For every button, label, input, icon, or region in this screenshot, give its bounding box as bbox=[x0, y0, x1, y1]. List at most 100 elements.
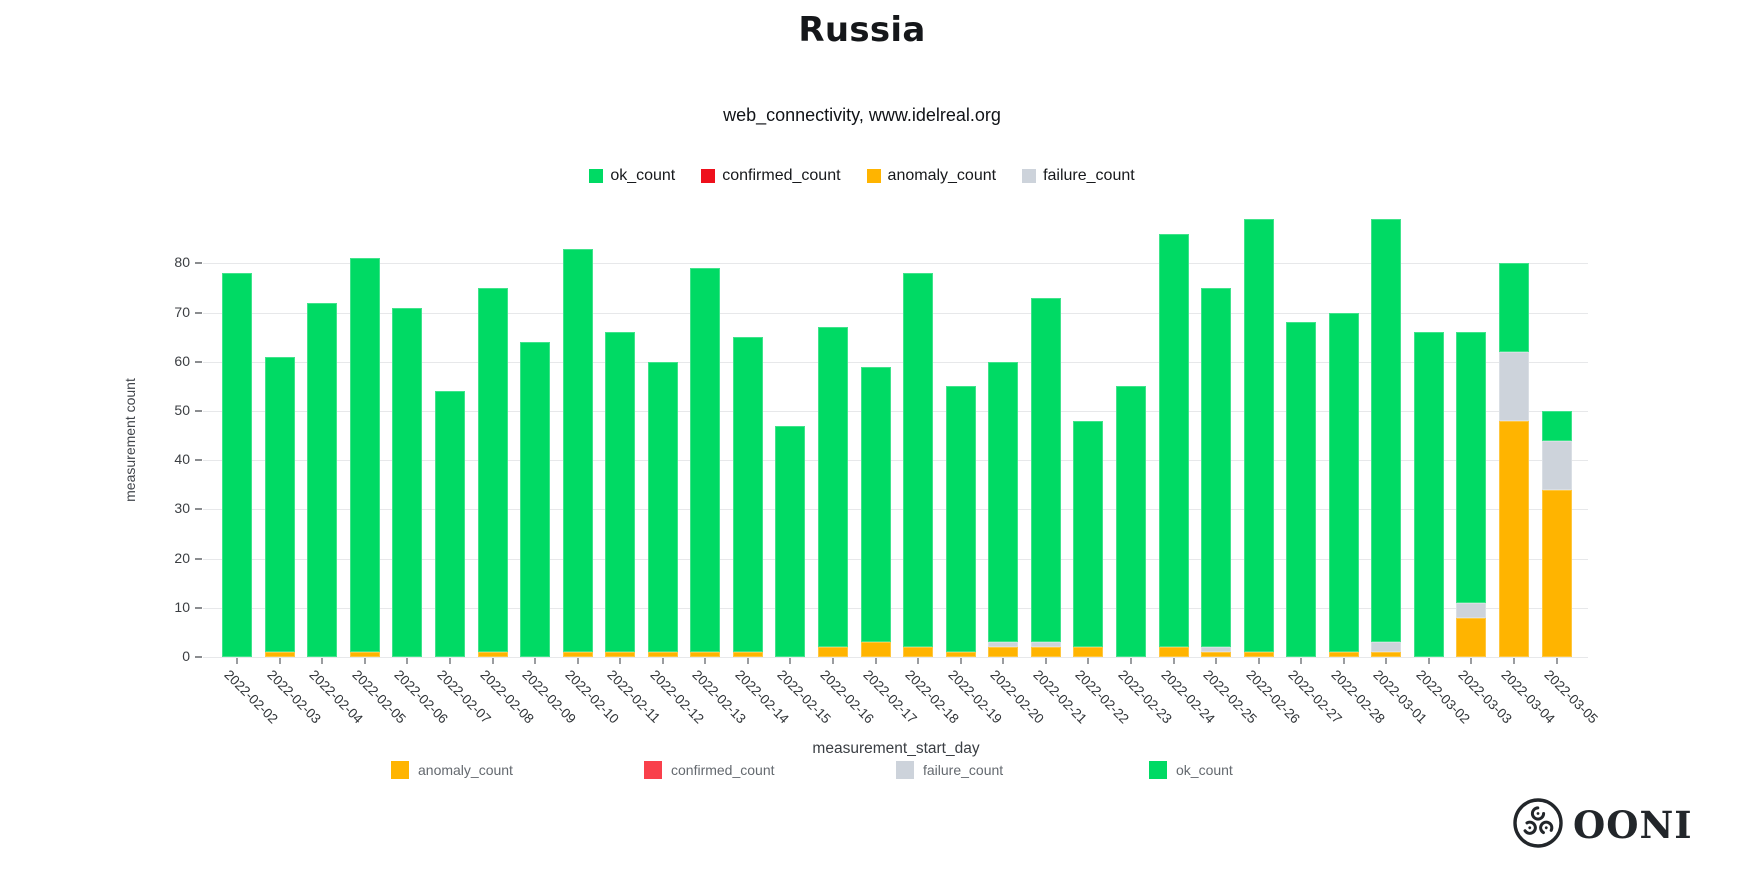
bar-segment[interactable] bbox=[903, 273, 934, 648]
bar-segment[interactable] bbox=[1158, 233, 1189, 648]
gridline bbox=[203, 657, 1588, 658]
x-axis-tick bbox=[1513, 658, 1515, 664]
x-axis-tick bbox=[1044, 658, 1047, 664]
legend-label: ok_count bbox=[610, 167, 676, 184]
bar-segment[interactable] bbox=[732, 337, 763, 653]
bar-segment[interactable] bbox=[605, 332, 636, 653]
bar-segment[interactable] bbox=[1371, 219, 1402, 643]
x-axis-tick bbox=[1385, 658, 1388, 664]
bar-segment[interactable] bbox=[562, 652, 593, 657]
bar-segment[interactable] bbox=[860, 366, 891, 643]
x-axis-tick bbox=[534, 658, 537, 664]
bar-segment[interactable] bbox=[520, 342, 551, 657]
bar-segment[interactable] bbox=[690, 652, 721, 657]
bar-segment[interactable] bbox=[1328, 312, 1359, 653]
bar-segment[interactable] bbox=[1456, 617, 1487, 657]
bottom-legend-item-anomaly-count: anomaly_count bbox=[391, 761, 513, 779]
bar-segment[interactable] bbox=[1243, 652, 1274, 657]
bar-segment[interactable] bbox=[945, 386, 976, 653]
bar-segment[interactable] bbox=[1158, 647, 1189, 657]
ok-count-swatch-icon bbox=[1149, 761, 1167, 779]
gridline bbox=[203, 263, 1588, 265]
bar-segment[interactable] bbox=[1499, 263, 1529, 352]
x-axis-tick bbox=[278, 658, 281, 664]
bar-segment[interactable] bbox=[903, 647, 934, 657]
bar-segment[interactable] bbox=[647, 652, 678, 657]
bar-segment[interactable] bbox=[647, 361, 678, 653]
bar-segment[interactable] bbox=[988, 647, 1019, 657]
bar-segment[interactable] bbox=[1201, 288, 1232, 648]
bar-segment[interactable] bbox=[1541, 440, 1572, 490]
bar-segment[interactable] bbox=[605, 652, 636, 657]
ooni-flower-icon bbox=[1512, 797, 1564, 854]
bar-segment[interactable] bbox=[392, 307, 423, 657]
bar-segment[interactable] bbox=[1499, 420, 1529, 657]
y-axis-tick-label: 70 bbox=[174, 303, 190, 320]
bar-segment[interactable] bbox=[477, 652, 508, 657]
bar-segment[interactable] bbox=[945, 652, 976, 657]
gridline bbox=[203, 607, 1588, 609]
bar-segment[interactable] bbox=[264, 356, 295, 653]
bar-segment[interactable] bbox=[1456, 602, 1487, 618]
bar-segment[interactable] bbox=[1243, 219, 1274, 653]
bar-segment[interactable] bbox=[732, 652, 763, 657]
y-axis-tick-label: 10 bbox=[174, 598, 190, 615]
bar-segment[interactable] bbox=[860, 642, 891, 657]
bar-segment[interactable] bbox=[477, 288, 508, 653]
x-axis-tick bbox=[449, 658, 451, 664]
ok-count-swatch-icon bbox=[589, 169, 604, 183]
bar-segment[interactable] bbox=[1073, 420, 1104, 648]
legend-label: failure_count bbox=[923, 762, 1004, 778]
anomaly-count-swatch-icon bbox=[866, 169, 881, 183]
legend-label: ok_count bbox=[1176, 762, 1233, 778]
bar-segment[interactable] bbox=[1030, 297, 1061, 643]
bar-segment[interactable] bbox=[1201, 652, 1232, 657]
bar-segment[interactable] bbox=[1328, 652, 1359, 657]
bar-segment[interactable] bbox=[818, 327, 849, 648]
chart-title: Russia bbox=[798, 10, 926, 50]
x-axis-tick bbox=[1129, 658, 1132, 664]
bar-segment[interactable] bbox=[349, 652, 380, 657]
bar-segment[interactable] bbox=[690, 268, 721, 653]
y-axis-tick-label: 80 bbox=[174, 254, 190, 271]
y-axis-tick-label: 50 bbox=[174, 402, 190, 418]
bar-segment[interactable] bbox=[1286, 322, 1317, 657]
legend-label: confirmed_count bbox=[671, 762, 775, 778]
bar-segment[interactable] bbox=[435, 391, 465, 657]
x-axis-tick bbox=[704, 658, 707, 664]
bar-segment[interactable] bbox=[1030, 642, 1061, 648]
legend-item-ok-count: ok_count bbox=[589, 167, 675, 185]
x-axis-tick bbox=[406, 658, 409, 664]
bar-segment[interactable] bbox=[562, 248, 593, 653]
ooni-wordmark: OONI bbox=[1573, 803, 1693, 847]
x-axis-tick bbox=[363, 658, 366, 664]
bar-segment[interactable] bbox=[1413, 332, 1444, 657]
bar-segment[interactable] bbox=[988, 642, 1019, 648]
bar-segment[interactable] bbox=[1030, 647, 1061, 657]
x-axis-tick bbox=[1427, 658, 1430, 664]
bar-segment[interactable] bbox=[1541, 411, 1572, 441]
bar-segment[interactable] bbox=[1456, 332, 1487, 603]
x-axis-tick bbox=[1555, 658, 1558, 664]
x-axis-tick bbox=[321, 658, 324, 664]
bar-segment[interactable] bbox=[1371, 652, 1402, 657]
y-axis-tick bbox=[195, 508, 202, 511]
bar-segment[interactable] bbox=[1115, 386, 1146, 657]
bottom-legend-item-failure-count: failure_count bbox=[896, 761, 1003, 779]
x-axis-tick bbox=[959, 658, 962, 664]
bar-segment[interactable] bbox=[307, 302, 338, 657]
bar-segment[interactable] bbox=[1371, 642, 1402, 653]
bar-segment[interactable] bbox=[818, 647, 849, 657]
bar-segment[interactable] bbox=[349, 258, 380, 653]
bar-segment[interactable] bbox=[1201, 647, 1232, 653]
bar-segment[interactable] bbox=[1499, 351, 1529, 421]
x-axis-tick bbox=[1215, 658, 1218, 664]
bar-segment[interactable] bbox=[988, 361, 1019, 643]
bar-segment[interactable] bbox=[1073, 647, 1104, 657]
failure-count-swatch-icon bbox=[1022, 169, 1037, 183]
bar-segment[interactable] bbox=[1541, 489, 1572, 657]
bar-segment[interactable] bbox=[222, 273, 253, 657]
bar-segment[interactable] bbox=[775, 425, 806, 657]
bar-segment[interactable] bbox=[264, 652, 295, 657]
